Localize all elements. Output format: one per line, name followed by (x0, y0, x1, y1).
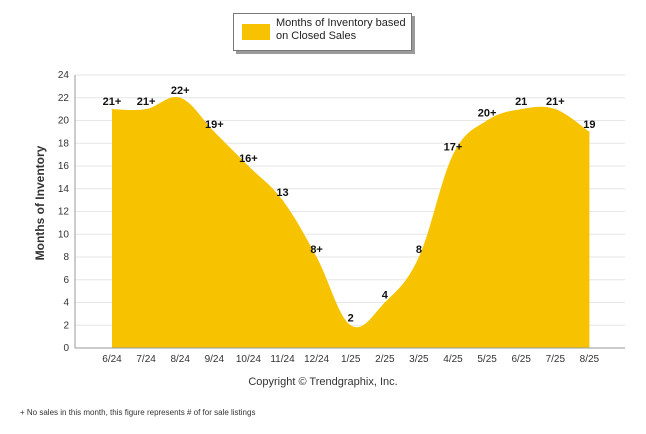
data-label: 20+ (478, 108, 497, 120)
x-tick-label: 2/25 (375, 354, 395, 365)
data-point (588, 131, 590, 133)
y-axis-title: Months of Inventory (33, 145, 47, 261)
y-tick-label: 22 (58, 93, 70, 104)
legend-label: Months of Inventory based on Closed Sale… (276, 17, 406, 42)
x-tick-label: 12/24 (304, 354, 329, 365)
y-tick-label: 18 (58, 138, 70, 149)
data-point (520, 108, 522, 110)
y-tick-label: 16 (58, 161, 70, 172)
footnote-text: + No sales in this month, this figure re… (20, 408, 256, 417)
data-label: 17+ (444, 142, 463, 154)
data-label: 13 (276, 187, 288, 199)
copyright-text: Copyright © Trendgraphix, Inc. (248, 376, 398, 388)
x-tick-label: 6/24 (102, 354, 122, 365)
y-tick-label: 10 (58, 229, 70, 240)
y-tick-label: 14 (58, 184, 70, 195)
x-tick-label: 3/25 (409, 354, 429, 365)
x-tick-label: 10/24 (236, 354, 261, 365)
chart-legend: Months of Inventory based on Closed Sale… (233, 13, 412, 51)
x-tick-label: 7/25 (546, 354, 566, 365)
x-tick-label: 4/25 (443, 354, 463, 365)
x-tick-label: 1/25 (341, 354, 361, 365)
data-label: 2 (348, 312, 354, 324)
legend-swatch (242, 24, 270, 40)
data-label: 21+ (103, 96, 122, 108)
data-label: 19 (583, 119, 595, 131)
y-tick-label: 6 (63, 275, 69, 286)
data-point (111, 108, 113, 110)
y-tick-label: 4 (63, 298, 69, 309)
data-labels: 21+ 21+ 22+ 19+ 16+ 13 8+ 2 4 8 17+ 20+ 21 21+ 19 (103, 85, 596, 325)
area-fill (112, 96, 590, 348)
data-point (554, 108, 556, 110)
x-tick-label: 6/25 (511, 354, 531, 365)
y-tick-label: 24 (58, 70, 70, 81)
data-point (486, 120, 488, 121)
y-tick-label: 20 (58, 116, 70, 127)
x-tick-label: 7/24 (136, 354, 156, 365)
data-label: 21+ (137, 96, 156, 108)
data-label: 8+ (310, 244, 323, 256)
data-label: 4 (382, 290, 389, 302)
data-point (282, 199, 283, 201)
data-point (452, 154, 454, 156)
data-point (418, 256, 420, 258)
area-series (111, 96, 590, 348)
data-label: 16+ (239, 153, 258, 165)
x-tick-label: 9/24 (205, 354, 225, 365)
data-label: 22+ (171, 85, 190, 97)
data-point (179, 97, 181, 99)
data-point (384, 302, 386, 303)
data-point (247, 165, 249, 167)
x-tick-label: 8/25 (580, 354, 600, 365)
data-point (213, 131, 215, 133)
x-tick-label: 11/24 (270, 354, 295, 365)
x-tick-label: 8/24 (170, 354, 190, 365)
data-label: 8 (416, 244, 422, 256)
data-label: 21 (515, 96, 527, 108)
data-label: 19+ (205, 119, 224, 131)
y-tick-label: 2 (63, 320, 69, 331)
data-label: 21+ (546, 96, 565, 108)
y-tick-label: 0 (63, 343, 69, 354)
y-tick-label: 8 (63, 252, 69, 263)
x-tick-label: 5/25 (477, 354, 497, 365)
y-tick-label: 12 (58, 207, 70, 218)
data-point (316, 256, 318, 258)
data-point (145, 108, 147, 110)
data-point (350, 324, 352, 326)
